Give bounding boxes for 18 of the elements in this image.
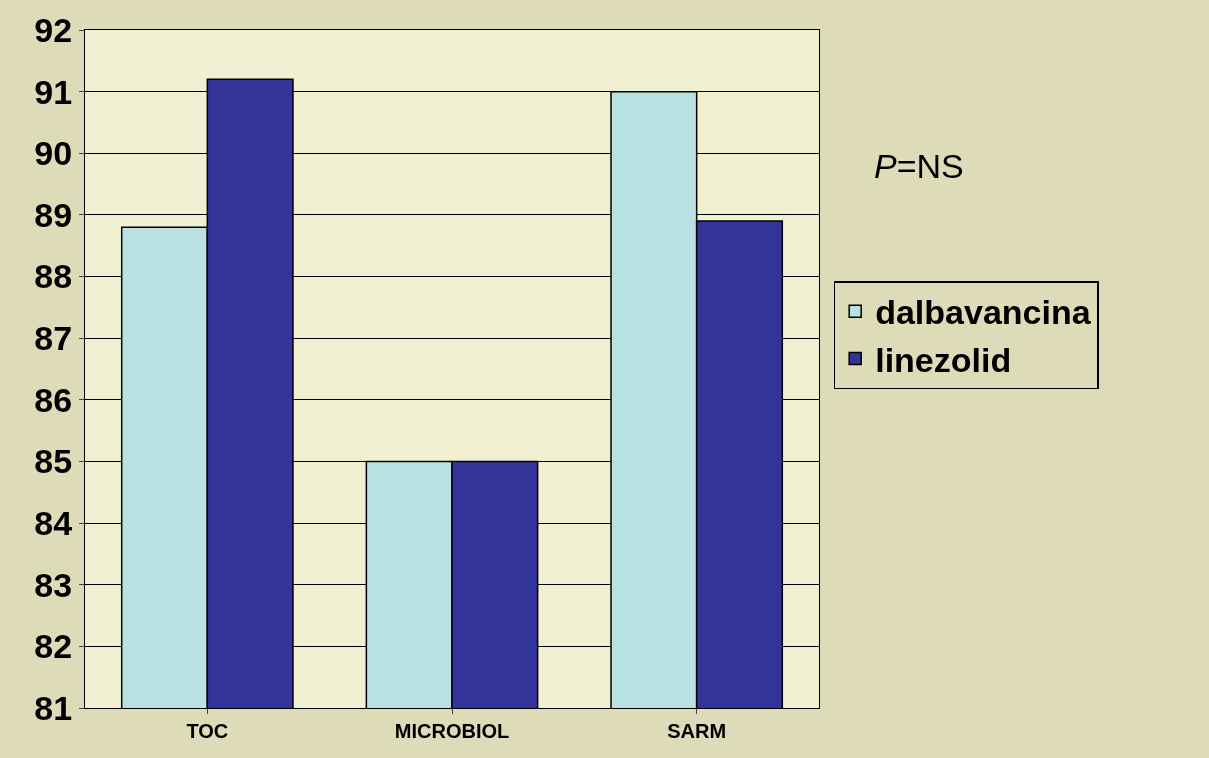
- legend-label: dalbavancina: [875, 293, 1092, 332]
- y-tick-label: 81: [34, 688, 73, 727]
- y-tick-label: 87: [34, 319, 73, 358]
- legend-label: linezolid: [875, 340, 1012, 379]
- y-tick-label: 85: [34, 442, 73, 481]
- y-tick-label: 86: [34, 380, 73, 419]
- y-tick-label: 88: [34, 257, 73, 296]
- text: P=NS: [874, 147, 964, 185]
- y-tick-label: 90: [34, 134, 73, 173]
- y-tick-label: 89: [34, 195, 73, 234]
- y-tick-label: 91: [34, 72, 73, 111]
- y-tick-label: 92: [34, 10, 73, 49]
- x-tick-label: SARM: [667, 720, 727, 742]
- y-tick-label: 84: [34, 503, 73, 542]
- x-tick-label: TOC: [186, 720, 229, 742]
- x-tick-label: MICROBIOL: [394, 720, 510, 742]
- y-tick-label: 83: [34, 565, 73, 604]
- y-tick-label: 82: [34, 627, 73, 666]
